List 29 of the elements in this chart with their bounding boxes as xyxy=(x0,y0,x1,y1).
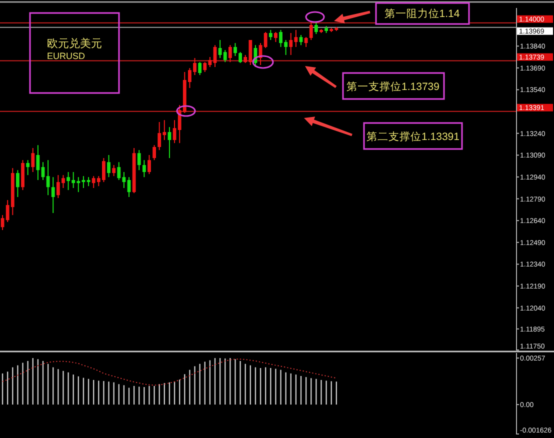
candlestick xyxy=(16,170,20,198)
candlestick xyxy=(238,52,242,64)
candlestick xyxy=(46,160,50,196)
annotation: 欧元兑美元 xyxy=(47,37,102,50)
candlestick xyxy=(314,21,318,35)
candlestick xyxy=(274,31,278,43)
candlestick xyxy=(112,164,116,177)
candlestick xyxy=(26,160,30,176)
candlestick xyxy=(264,31,268,48)
candlestick xyxy=(137,150,141,171)
candlestick xyxy=(268,29,272,40)
annotation: EURUSD xyxy=(47,51,86,61)
candlestick xyxy=(142,160,146,178)
candlestick xyxy=(234,42,237,56)
candlestick xyxy=(31,148,35,173)
line-series xyxy=(2,358,337,386)
candlestick xyxy=(309,21,313,40)
candlestick xyxy=(36,144,40,181)
candlestick xyxy=(152,144,156,161)
candlestick xyxy=(228,44,232,63)
candlestick xyxy=(107,154,110,178)
annotation: 第二支撑位1.13391 xyxy=(366,130,460,143)
candlestick xyxy=(198,62,202,76)
candlestick xyxy=(148,154,151,175)
candlestick xyxy=(304,36,308,48)
candlestick xyxy=(299,34,303,46)
annotation: 第一支撑位1.13739 xyxy=(346,80,440,93)
candlestick xyxy=(51,176,55,214)
annotation: 第一阻力位1.14 xyxy=(384,7,460,20)
